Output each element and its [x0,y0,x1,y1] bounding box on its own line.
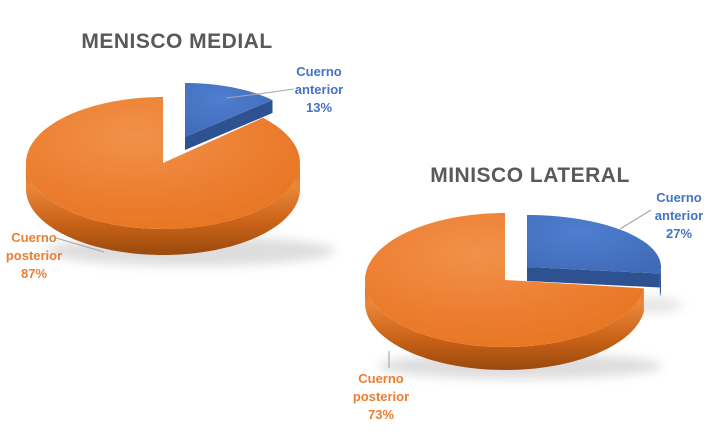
data-label-value: 13% [305,100,333,115]
chart-title-menisco-medial: MENISCO MEDIAL [81,30,273,53]
data-label-lateral-cuerno-posterior: Cuerno posterior 73% [353,370,409,424]
data-label-line: anterior [294,82,344,97]
slice-cuerno-anterior [185,100,273,150]
data-label-line: Cuerno [358,371,404,386]
pie-3d-minisco-lateral [365,209,682,379]
data-label-line: anterior [654,208,704,223]
data-label-lateral-cuerno-anterior: Cuerno anterior 27% [655,189,703,243]
data-label-line: Cuerno [11,230,57,245]
leader-line [55,237,105,253]
data-label-value: 73% [367,407,395,422]
slice-cuerno-anterior [659,267,661,297]
data-label-medial-cuerno-posterior: Cuerno posterior 87% [6,229,62,283]
slice-cuerno-anterior [185,83,273,137]
slice-cuerno-posterior [365,280,644,370]
data-label-line: Cuerno [296,64,342,79]
data-label-medial-cuerno-anterior: Cuerno anterior 13% [295,63,343,117]
slice-cuerno-posterior [26,163,300,255]
slice-cuerno-anterior [527,267,660,288]
slice-cuerno-posterior [26,97,300,229]
data-label-value: 87% [20,266,48,281]
leader-line [225,88,295,99]
data-label-line: Cuerno [656,190,702,205]
data-label-line: posterior [5,248,63,263]
pie-3d-menisco-medial [26,83,335,266]
slice-cuerno-anterior [527,215,661,274]
leader-line [619,209,652,230]
data-label-line: posterior [352,389,410,404]
slice-cuerno-posterior [365,213,644,347]
data-label-value: 27% [665,226,693,241]
chart-title-minisco-lateral: MINISCO LATERAL [430,164,630,187]
